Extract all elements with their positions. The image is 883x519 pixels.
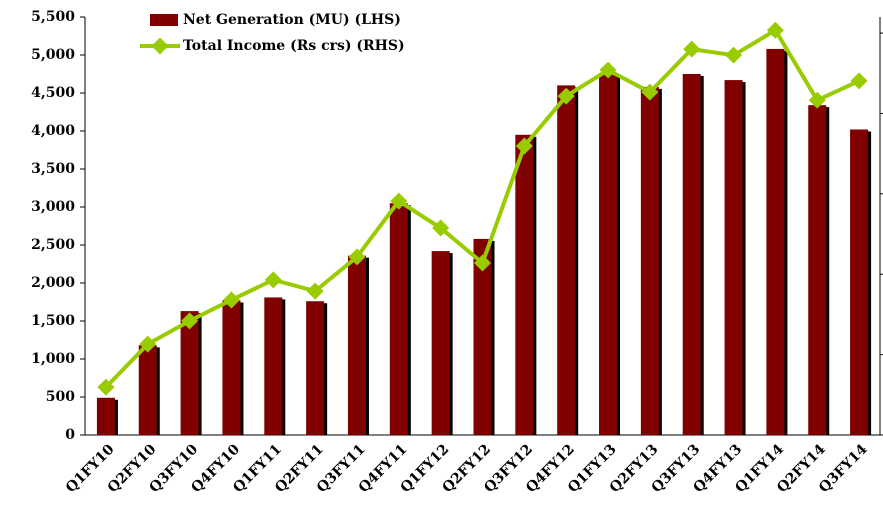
y-tick-label: 2,500 [31, 237, 75, 253]
bar [138, 345, 157, 435]
bar [640, 86, 659, 436]
legend-swatch [150, 14, 178, 26]
line-marker [432, 219, 450, 237]
bar [766, 48, 785, 436]
line-marker [97, 378, 115, 396]
line-marker [683, 40, 701, 58]
bar [515, 134, 534, 436]
line-marker [306, 282, 324, 300]
y-tick-label: 4,500 [31, 85, 75, 101]
y-tick-label: 1,500 [31, 313, 75, 329]
line-marker [641, 83, 659, 101]
line-marker [599, 61, 617, 79]
bar [180, 311, 199, 435]
y-tick-label: 3,500 [31, 161, 75, 177]
bar [222, 300, 241, 435]
bar [724, 80, 743, 435]
legend-label: Net Generation (MU) (LHS) [183, 12, 401, 28]
y-tick-label: 4,000 [31, 123, 75, 139]
line-marker [557, 87, 575, 105]
line-marker [222, 291, 240, 309]
bar [306, 301, 325, 435]
line-marker [139, 335, 157, 353]
line-marker [264, 271, 282, 289]
line-marker [474, 254, 491, 272]
y-tick-label: 500 [46, 389, 75, 405]
line-marker [850, 72, 868, 90]
line-marker [348, 248, 366, 266]
bar [808, 105, 827, 435]
bar [96, 397, 115, 435]
bar [347, 255, 366, 435]
line-marker [515, 137, 533, 155]
legend-label: Total Income (Rs crs) (RHS) [183, 38, 405, 54]
y-tick-label: 5,500 [31, 9, 75, 25]
y-tick-label: 5,000 [31, 47, 75, 63]
bar [473, 238, 492, 435]
line-marker [808, 91, 826, 109]
bar [431, 251, 450, 435]
bar [557, 85, 576, 436]
bar [599, 74, 618, 435]
bar [850, 129, 869, 436]
line-marker [390, 192, 408, 210]
line-marker [725, 46, 743, 64]
y-tick-label: 2,000 [31, 275, 75, 291]
y-tick-label: 0 [65, 427, 75, 443]
bar [389, 203, 408, 435]
line-marker [766, 21, 784, 39]
y-tick-label: 1,000 [31, 351, 75, 367]
bar [682, 74, 701, 435]
line-marker [181, 312, 199, 330]
legend-swatch [151, 37, 169, 55]
y-tick-label: 3,000 [31, 199, 75, 215]
bar [264, 297, 283, 435]
